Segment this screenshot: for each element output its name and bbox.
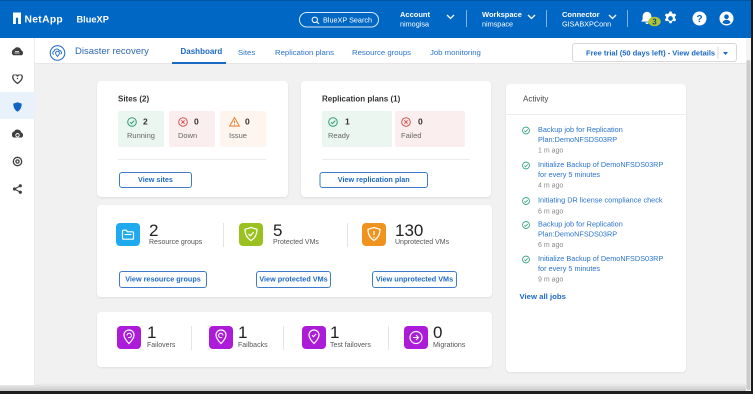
svg-text:3: 3 (652, 17, 657, 26)
svg-text:?: ? (696, 14, 702, 25)
